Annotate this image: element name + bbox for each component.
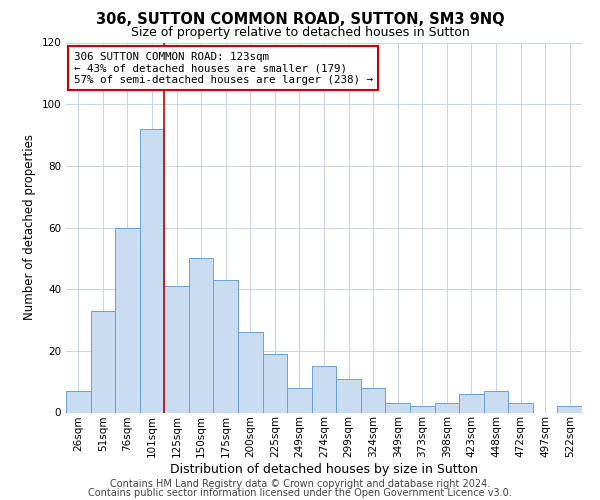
Text: 306, SUTTON COMMON ROAD, SUTTON, SM3 9NQ: 306, SUTTON COMMON ROAD, SUTTON, SM3 9NQ (95, 12, 505, 28)
Bar (91, 310, 115, 412)
Text: Contains HM Land Registry data © Crown copyright and database right 2024.: Contains HM Land Registry data © Crown c… (110, 479, 490, 489)
Bar (287, 388, 312, 412)
Bar (361, 388, 385, 412)
Bar (336, 378, 361, 412)
Bar (557, 406, 582, 412)
Bar (164, 286, 189, 412)
Bar (434, 403, 459, 412)
Bar (238, 332, 263, 412)
Y-axis label: Number of detached properties: Number of detached properties (23, 134, 36, 320)
Bar (189, 258, 214, 412)
X-axis label: Distribution of detached houses by size in Sutton: Distribution of detached houses by size … (170, 463, 478, 476)
Bar (66, 391, 91, 412)
Bar (214, 280, 238, 412)
Text: 306 SUTTON COMMON ROAD: 123sqm
← 43% of detached houses are smaller (179)
57% of: 306 SUTTON COMMON ROAD: 123sqm ← 43% of … (74, 52, 373, 85)
Bar (140, 129, 164, 412)
Bar (459, 394, 484, 412)
Bar (312, 366, 336, 412)
Bar (410, 406, 434, 412)
Bar (508, 403, 533, 412)
Bar (115, 228, 140, 412)
Bar (484, 391, 508, 412)
Text: Size of property relative to detached houses in Sutton: Size of property relative to detached ho… (131, 26, 469, 39)
Text: Contains public sector information licensed under the Open Government Licence v3: Contains public sector information licen… (88, 488, 512, 498)
Bar (263, 354, 287, 412)
Bar (385, 403, 410, 412)
